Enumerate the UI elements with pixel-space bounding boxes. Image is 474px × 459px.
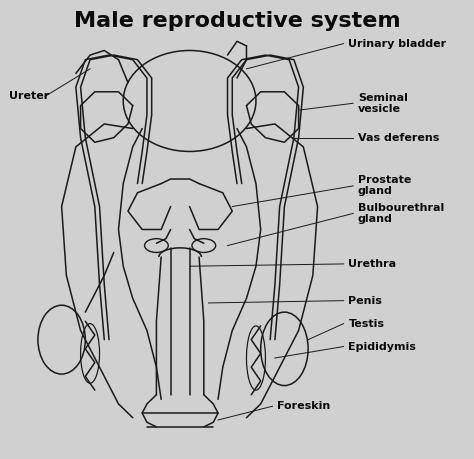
Text: Foreskin: Foreskin [277, 401, 330, 411]
Text: Seminal
vesicle: Seminal vesicle [358, 93, 408, 114]
Text: Testis: Testis [348, 319, 384, 329]
Text: Prostate
gland: Prostate gland [358, 175, 411, 196]
Text: Penis: Penis [348, 296, 382, 306]
Text: Bulbourethral
gland: Bulbourethral gland [358, 203, 444, 224]
Text: Epididymis: Epididymis [348, 341, 416, 352]
Text: Urethra: Urethra [348, 259, 397, 269]
Text: Ureter: Ureter [9, 91, 50, 101]
Text: Urinary bladder: Urinary bladder [348, 39, 447, 49]
Text: Vas deferens: Vas deferens [358, 133, 439, 143]
Text: Male reproductive system: Male reproductive system [73, 11, 401, 32]
